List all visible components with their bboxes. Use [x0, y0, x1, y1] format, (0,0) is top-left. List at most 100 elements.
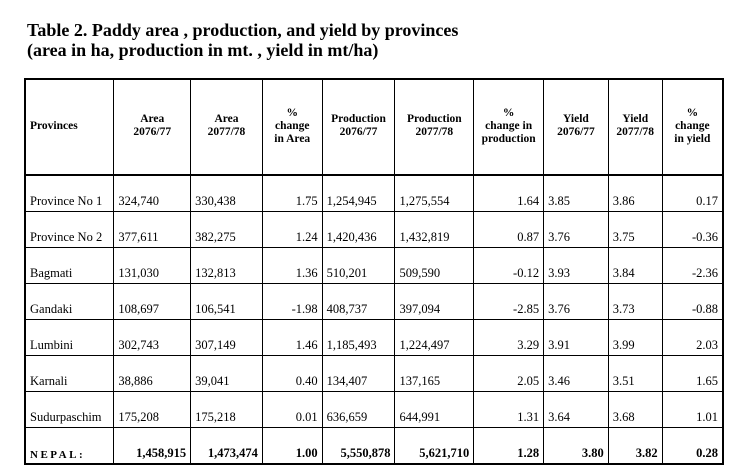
table-title: Table 2. Paddy area , production, and yi… [27, 20, 458, 60]
table-row: Lumbini 302,743 307,149 1.46 1,185,493 1,224,… [24, 319, 724, 356]
table-row: Province No 1 324,740 330,438 1.75 1,254,945… [24, 174, 724, 212]
table-cell: 3.64 [543, 391, 609, 428]
table-cell: 1.36 [261, 247, 323, 284]
table-cell: 3.99 [607, 319, 663, 356]
table-row: Province No 2 377,611 382,275 1.24 1,420,436… [24, 211, 724, 248]
table-cell: 3.76 [543, 211, 609, 248]
total-cell: 0.28 [661, 427, 724, 465]
table-cell: 3.76 [543, 283, 609, 320]
table-cell: 0.40 [261, 355, 323, 392]
table-cell: -0.12 [473, 247, 545, 284]
total-label: NEPAL: [24, 427, 115, 465]
table-cell: 382,275 [190, 211, 263, 248]
table-cell: 106,541 [190, 283, 263, 320]
table-cell: 137,165 [394, 355, 475, 392]
total-cell: 5,621,710 [394, 427, 475, 465]
table-cell: 3.75 [607, 211, 663, 248]
table-cell: 644,991 [394, 391, 475, 428]
total-cell: 1.28 [473, 427, 545, 465]
table-row: Gandaki 108,697 106,541 -1.98 408,737 397,094… [24, 283, 724, 320]
table-cell: 39,041 [190, 355, 263, 392]
table-cell: 1,254,945 [321, 174, 396, 212]
table-cell: 1.01 [661, 391, 724, 428]
table-cell: 324,740 [113, 174, 192, 212]
paddy-table: Provinces Area 2076/77 Area 2077/78% change in… [24, 78, 724, 465]
table-cell: 0.01 [261, 391, 323, 428]
table-cell: 1.64 [473, 174, 545, 212]
table-cell: 1,432,819 [394, 211, 475, 248]
table-cell: -2.85 [473, 283, 545, 320]
header-row: Provinces Area 2076/77 Area 2077/78% change in… [24, 78, 724, 176]
table-cell: 3.85 [543, 174, 609, 212]
table-cell: -1.98 [261, 283, 323, 320]
table-cell: Bagmati [24, 247, 115, 284]
table-cell: 330,438 [190, 174, 263, 212]
table-cell: 510,201 [321, 247, 396, 284]
table-cell: 1.31 [473, 391, 545, 428]
table-cell: 1,275,554 [394, 174, 475, 212]
table-cell: 3.73 [607, 283, 663, 320]
table-cell: 3.29 [473, 319, 545, 356]
table-cell: 1.75 [261, 174, 323, 212]
title-line-2: (area in ha, production in mt. , yield i… [27, 40, 379, 60]
total-cell: 3.80 [543, 427, 609, 465]
table-cell: 0.87 [473, 211, 545, 248]
table-cell: Sudurpaschim [24, 391, 115, 428]
table-cell: -0.36 [661, 211, 724, 248]
table-cell: Gandaki [24, 283, 115, 320]
table-cell: 2.03 [661, 319, 724, 356]
table-cell: 408,737 [321, 283, 396, 320]
table-cell: 1.24 [261, 211, 323, 248]
table-cell: Province No 2 [24, 211, 115, 248]
table-cell: 108,697 [113, 283, 192, 320]
table-cell: 175,218 [190, 391, 263, 428]
table-cell: 38,886 [113, 355, 192, 392]
table-cell: Karnali [24, 355, 115, 392]
table-cell: 3.86 [607, 174, 663, 212]
table-cell: 1,420,436 [321, 211, 396, 248]
column-header: Production 2077/78 [394, 78, 475, 176]
table-cell: 1,224,497 [394, 319, 475, 356]
table-cell: 1.46 [261, 319, 323, 356]
table-cell: 3.93 [543, 247, 609, 284]
total-cell: 3.82 [607, 427, 663, 465]
table-cell: 302,743 [113, 319, 192, 356]
table-cell: 3.91 [543, 319, 609, 356]
table-cell: 377,611 [113, 211, 192, 248]
table-cell: 3.51 [607, 355, 663, 392]
table-cell: 3.84 [607, 247, 663, 284]
total-cell: 1,458,915 [113, 427, 192, 465]
column-header: % change in production [473, 78, 545, 176]
column-header: Provinces [24, 78, 115, 176]
table-cell: 1,185,493 [321, 319, 396, 356]
total-row: NEPAL: 1,458,915 1,473,474 1.00 5,550,878 5,6… [24, 427, 724, 465]
total-cell: 5,550,878 [321, 427, 396, 465]
table-cell: 1.65 [661, 355, 724, 392]
table-cell: 132,813 [190, 247, 263, 284]
table-cell: Lumbini [24, 319, 115, 356]
table-cell: 131,030 [113, 247, 192, 284]
table-row: Bagmati 131,030 132,813 1.36 510,201 509,590-… [24, 247, 724, 284]
table-cell: Province No 1 [24, 174, 115, 212]
table-cell: 175,208 [113, 391, 192, 428]
column-header: Yield 2076/77 [543, 78, 609, 176]
table-cell: 397,094 [394, 283, 475, 320]
table-cell: 134,407 [321, 355, 396, 392]
table-cell: 307,149 [190, 319, 263, 356]
column-header: Production 2076/77 [321, 78, 396, 176]
table-cell: 509,590 [394, 247, 475, 284]
table-cell: 2.05 [473, 355, 545, 392]
table-row: Karnali 38,886 39,041 0.40 134,407 137,165 2.0… [24, 355, 724, 392]
table-cell: 0.17 [661, 174, 724, 212]
total-cell: 1.00 [261, 427, 323, 465]
table-row: Sudurpaschim 175,208 175,218 0.01 636,659 644… [24, 391, 724, 428]
table-cell: 3.68 [607, 391, 663, 428]
column-header: % change in yield [661, 78, 724, 176]
total-cell: 1,473,474 [190, 427, 263, 465]
title-line-1: Table 2. Paddy area , production, and yi… [27, 20, 459, 40]
column-header: Area 2077/78 [190, 78, 263, 176]
table-cell: -2.36 [661, 247, 724, 284]
column-header: Area 2076/77 [113, 78, 192, 176]
table-cell: 3.46 [543, 355, 609, 392]
column-header: % change in Area [261, 78, 323, 176]
